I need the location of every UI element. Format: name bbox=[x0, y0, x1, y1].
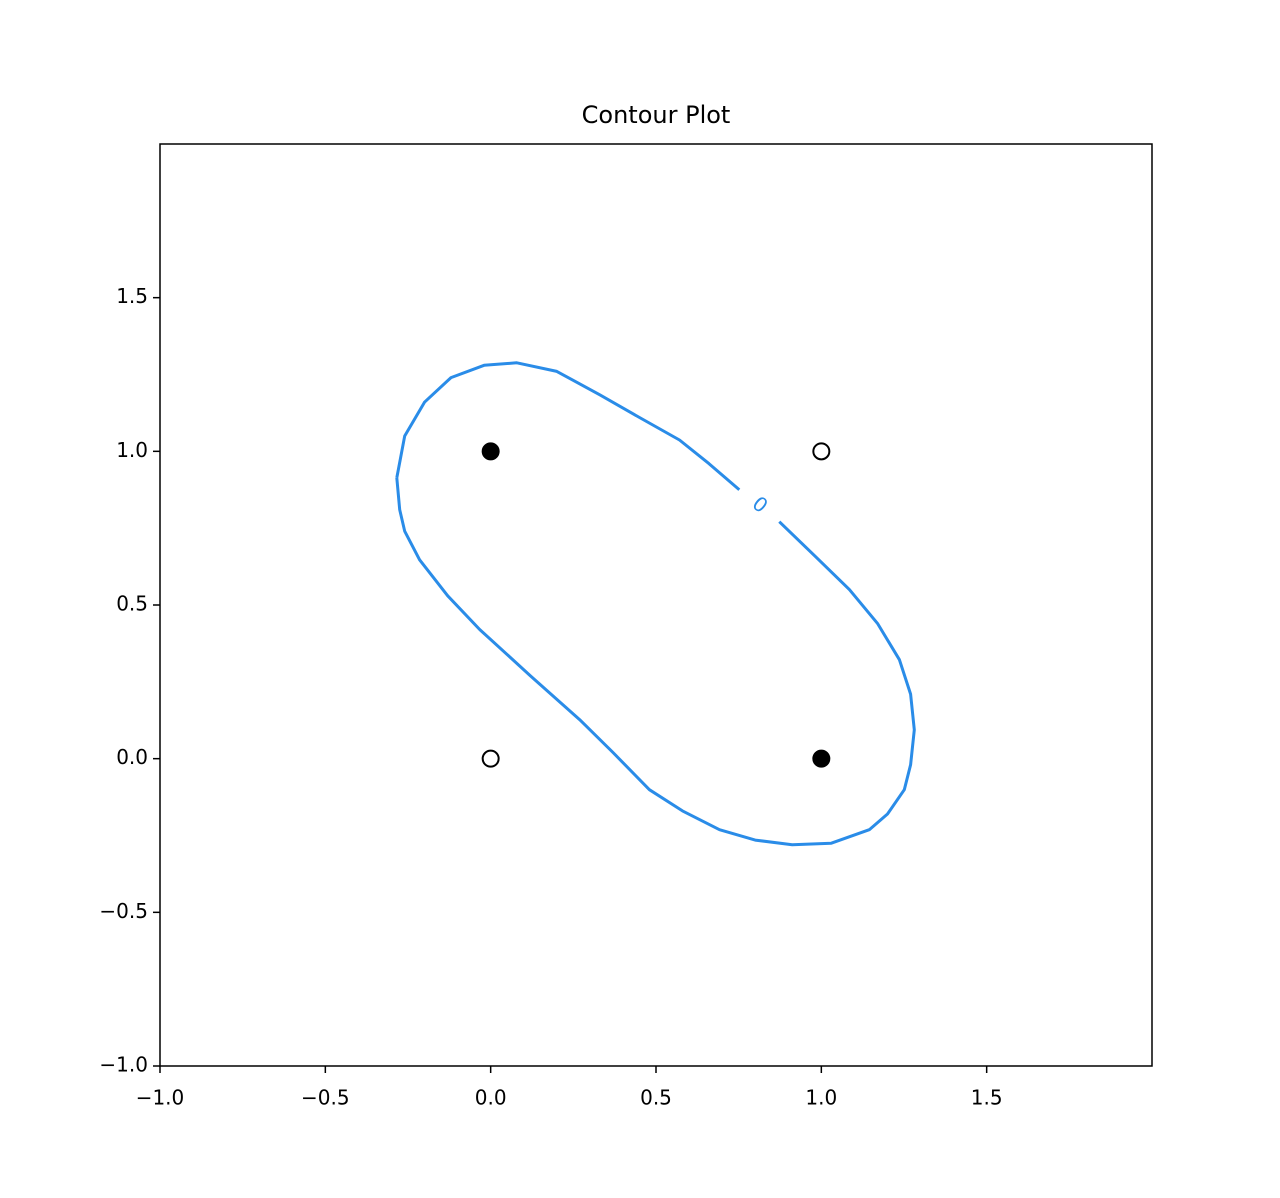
contour-label: 0 bbox=[748, 491, 773, 518]
x-tick-label: 0.0 bbox=[475, 1086, 507, 1110]
point bbox=[812, 749, 831, 768]
chart-title: Contour Plot bbox=[582, 101, 731, 129]
x-tick-label: 1.5 bbox=[971, 1086, 1003, 1110]
y-tick-label: −0.5 bbox=[99, 899, 148, 923]
y-tick-label: 0.5 bbox=[116, 592, 148, 616]
point bbox=[812, 442, 831, 461]
x-tick-label: −0.5 bbox=[301, 1086, 350, 1110]
y-tick-label: 1.0 bbox=[116, 438, 148, 462]
x-tick-label: −1.0 bbox=[136, 1086, 185, 1110]
plot-frame bbox=[159, 143, 1153, 1067]
y-tick-label: 1.5 bbox=[116, 284, 148, 308]
y-tick-label: −1.0 bbox=[99, 1053, 148, 1077]
x-tick-label: 1.0 bbox=[805, 1086, 837, 1110]
point bbox=[481, 749, 500, 768]
point bbox=[481, 442, 500, 461]
y-tick-label: 0.0 bbox=[116, 745, 148, 769]
x-tick-label: 0.5 bbox=[640, 1086, 672, 1110]
contour-line bbox=[395, 361, 916, 847]
